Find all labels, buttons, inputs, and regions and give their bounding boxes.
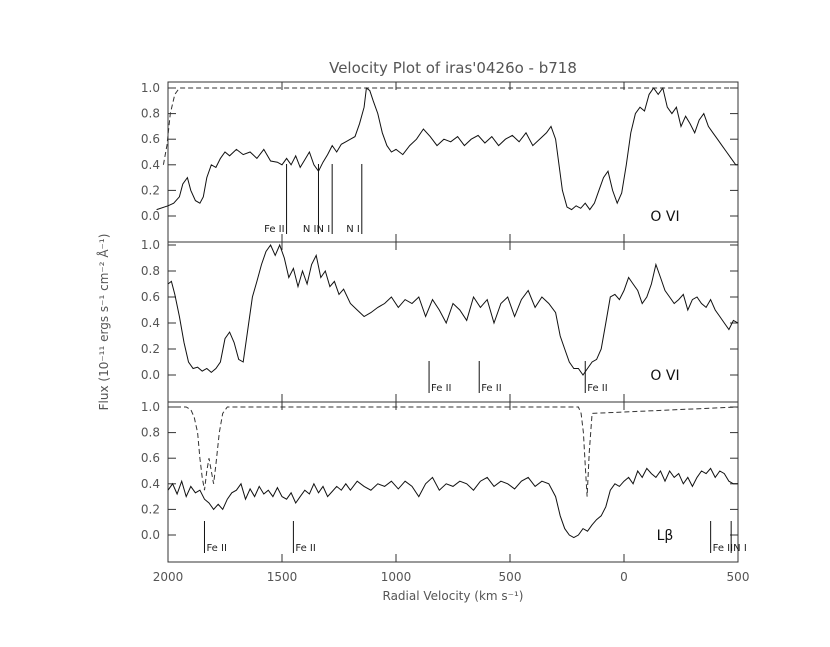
continuum-line bbox=[162, 87, 738, 165]
ion-label: Lβ bbox=[657, 528, 674, 544]
line-id-label: Fe II bbox=[481, 383, 501, 394]
line-id-label: N I bbox=[733, 543, 747, 554]
y-tick-label: 1.0 bbox=[141, 81, 160, 95]
x-tick-label: 1500 bbox=[267, 570, 298, 584]
y-tick-label: 0.0 bbox=[141, 528, 160, 542]
spectrum-line bbox=[167, 243, 739, 376]
y-tick-label: 0.0 bbox=[141, 209, 160, 223]
line-id-label: Fe II bbox=[713, 543, 733, 554]
y-tick-label: 0.4 bbox=[141, 477, 160, 491]
y-tick-label: 0.0 bbox=[141, 368, 160, 382]
line-id-label: Fe II bbox=[264, 224, 284, 235]
y-tick-label: 0.6 bbox=[141, 132, 160, 146]
line-id-label: N I bbox=[303, 224, 317, 235]
x-tick-label: 500 bbox=[499, 570, 522, 584]
chart-title: Velocity Plot of iras'0426o - b718 bbox=[329, 59, 577, 77]
line-id-label: N I bbox=[317, 224, 331, 235]
panel-2: 0.0 0.2 0.4 0.6 0.8 1.0 Fe II Fe II Fe II O VI bbox=[141, 238, 739, 403]
line-id-label: Fe II bbox=[206, 543, 226, 554]
ion-label: O VI bbox=[650, 209, 679, 225]
line-id-label: Fe II bbox=[587, 383, 607, 394]
spectrum-line bbox=[167, 467, 738, 539]
y-tick-label: 0.8 bbox=[141, 107, 160, 121]
y-tick-label: 0.6 bbox=[141, 290, 160, 304]
y-tick-label: 0.2 bbox=[141, 502, 160, 516]
panel-frame bbox=[167, 401, 739, 563]
x-tick-label: 1000 bbox=[381, 570, 412, 584]
x-tick-label: 500 bbox=[727, 570, 750, 584]
line-id-label: N I bbox=[346, 224, 360, 235]
y-tick-label: 0.8 bbox=[141, 426, 160, 440]
x-axis-ticks: 2000 1500 1000 500 0 500 bbox=[153, 570, 750, 584]
ion-label: O VI bbox=[650, 368, 679, 384]
x-tick-label: 0 bbox=[620, 570, 628, 584]
y-tick-label: 1.0 bbox=[141, 238, 160, 252]
continuum-line bbox=[168, 406, 739, 497]
y-tick-label: 0.4 bbox=[141, 316, 160, 330]
x-axis-label: Radial Velocity (km s⁻¹) bbox=[383, 589, 524, 603]
y-tick-label: 0.2 bbox=[141, 342, 160, 356]
y-tick-label: 0.6 bbox=[141, 451, 160, 465]
line-id-label: Fe II bbox=[295, 543, 315, 554]
spectrum-line bbox=[156, 86, 738, 211]
y-axis-label: Flux (10⁻¹¹ ergs s⁻¹ cm⁻² Å⁻¹) bbox=[96, 234, 111, 411]
x-tick-label: 2000 bbox=[153, 570, 184, 584]
panel-3: 0.00.20.40.60.81.0Fe II Fe II Fe II N ILβ bbox=[141, 400, 747, 563]
y-tick-label: 1.0 bbox=[141, 400, 160, 414]
line-id-label: Fe II bbox=[431, 383, 451, 394]
y-tick-label: 0.4 bbox=[141, 158, 160, 172]
y-tick-label: 0.8 bbox=[141, 264, 160, 278]
y-tick-label: 0.2 bbox=[141, 183, 160, 197]
